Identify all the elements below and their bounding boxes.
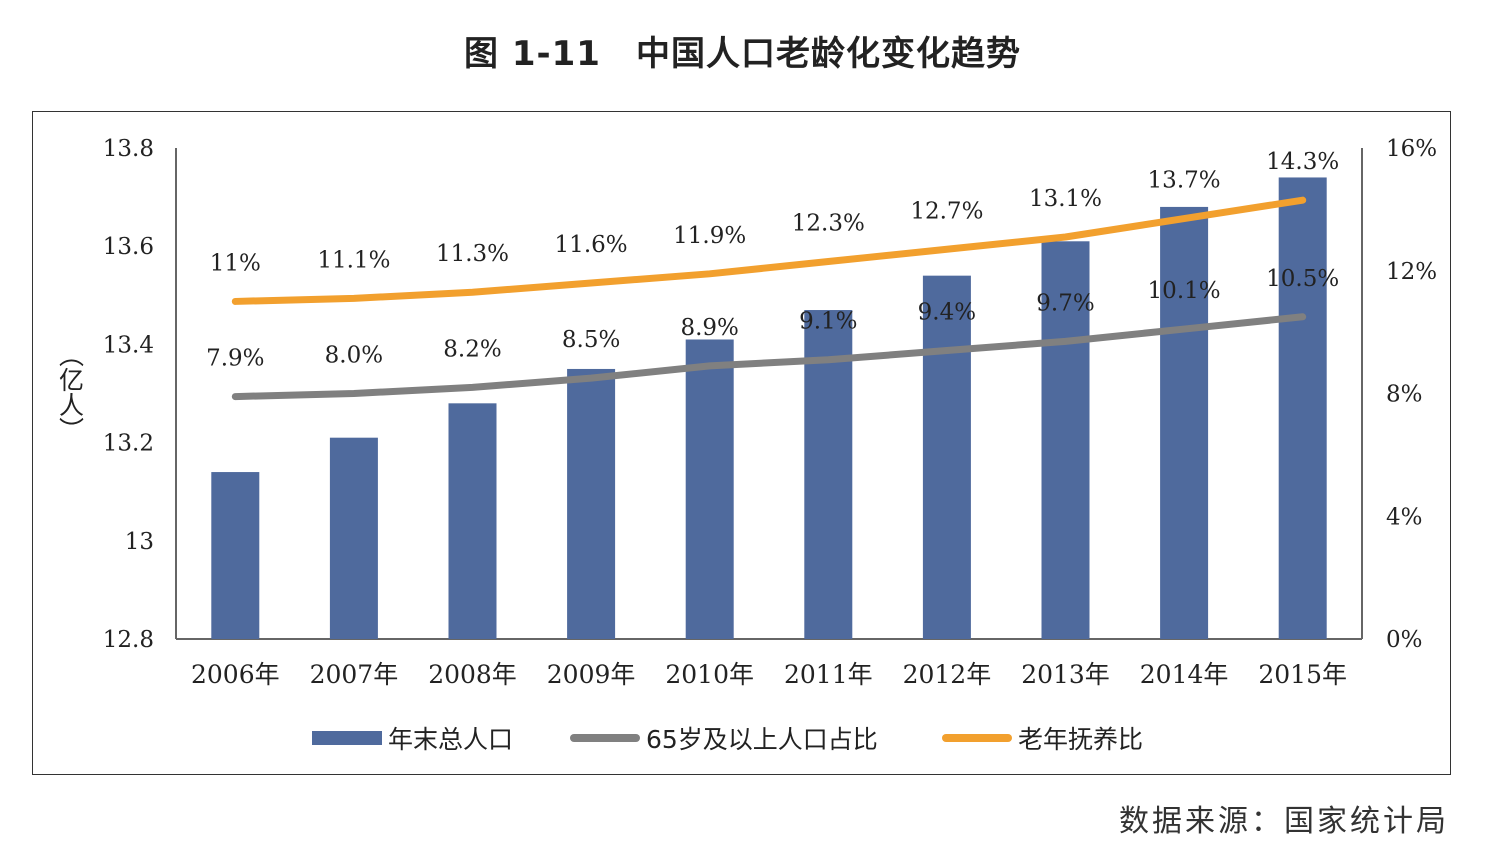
data-label-dependency: 12.3% bbox=[792, 211, 865, 237]
chart-frame bbox=[32, 111, 1451, 775]
legend-label-dependency: 老年抚养比 bbox=[1018, 725, 1144, 754]
y2-tick-label: 16% bbox=[1386, 136, 1437, 162]
legend-label-population: 年末总人口 bbox=[388, 725, 514, 754]
bar bbox=[804, 310, 853, 639]
x-tick-label: 2012年 bbox=[903, 660, 992, 689]
x-tick-label: 2015年 bbox=[1258, 660, 1347, 689]
data-label-dependency: 14.3% bbox=[1266, 149, 1339, 175]
y-tick-label: 12.8 bbox=[103, 627, 154, 653]
bar bbox=[1160, 206, 1209, 640]
legend-item-elderly-share: 65岁及以上人口占比 bbox=[570, 720, 878, 756]
bar bbox=[1278, 177, 1327, 639]
x-tick-label: 2007年 bbox=[310, 660, 399, 689]
legend-label-elderly-share: 65岁及以上人口占比 bbox=[646, 725, 878, 754]
bar bbox=[922, 275, 971, 639]
y-axis-label: （亿人） bbox=[56, 342, 85, 442]
series-line-elderly-share bbox=[231, 313, 1307, 401]
x-tick-label: 2008年 bbox=[428, 660, 517, 689]
legend-swatch-elderly-share bbox=[570, 734, 640, 742]
bar bbox=[211, 472, 260, 639]
bar bbox=[1041, 241, 1090, 640]
data-label-dependency: 13.1% bbox=[1029, 186, 1102, 212]
y-tick-label: 13.8 bbox=[103, 136, 154, 162]
x-tick-label: 2006年 bbox=[191, 660, 280, 689]
y2-tick-label: 0% bbox=[1386, 627, 1423, 653]
data-label-dependency: 11.1% bbox=[317, 247, 390, 273]
data-label-dependency: 11% bbox=[210, 250, 261, 276]
y2-tick-label: 4% bbox=[1386, 504, 1423, 530]
bar bbox=[567, 368, 616, 639]
data-label-dependency: 12.7% bbox=[910, 198, 983, 224]
data-label-dependency: 11.9% bbox=[673, 223, 746, 249]
x-tick-label: 2010年 bbox=[665, 660, 754, 689]
data-label-elderly-share: 10.1% bbox=[1148, 278, 1221, 304]
figure-title: 图 1-11 中国人口老龄化变化趋势 bbox=[464, 34, 1021, 74]
data-label-elderly-share: 8.5% bbox=[562, 327, 620, 353]
data-label-elderly-share: 9.4% bbox=[918, 300, 976, 326]
y-tick-label: 13.4 bbox=[103, 332, 154, 358]
data-label-dependency: 11.3% bbox=[436, 241, 509, 267]
bar bbox=[329, 437, 378, 639]
legend-item-dependency: 老年抚养比 bbox=[942, 720, 1143, 756]
y2-tick-label: 8% bbox=[1386, 382, 1423, 408]
y-tick-label: 13 bbox=[125, 529, 154, 555]
y2-tick-label: 12% bbox=[1386, 259, 1437, 285]
legend-swatch-population bbox=[312, 731, 382, 745]
y-tick-label: 13.2 bbox=[103, 431, 154, 457]
bar bbox=[685, 339, 734, 639]
x-tick-label: 2011年 bbox=[784, 660, 873, 689]
data-label-elderly-share: 9.7% bbox=[1036, 290, 1094, 316]
x-tick-label: 2013年 bbox=[1021, 660, 1110, 689]
x-tick-label: 2009年 bbox=[547, 660, 636, 689]
data-source: 数据来源：国家统计局 bbox=[1119, 804, 1449, 839]
data-label-elderly-share: 8.2% bbox=[443, 336, 501, 362]
data-label-dependency: 13.7% bbox=[1148, 168, 1221, 194]
data-label-elderly-share: 9.1% bbox=[799, 309, 857, 335]
legend-item-population: 年末总人口 bbox=[312, 720, 513, 756]
data-label-elderly-share: 7.9% bbox=[206, 346, 264, 372]
data-label-dependency: 11.6% bbox=[555, 232, 628, 258]
data-label-elderly-share: 8.0% bbox=[325, 343, 383, 369]
x-tick-label: 2014年 bbox=[1140, 660, 1229, 689]
series-line-dependency bbox=[231, 196, 1307, 305]
data-label-elderly-share: 10.5% bbox=[1266, 266, 1339, 292]
y-tick-label: 13.6 bbox=[103, 234, 154, 260]
data-label-elderly-share: 8.9% bbox=[680, 315, 738, 341]
bar bbox=[448, 403, 497, 639]
legend-swatch-dependency bbox=[942, 734, 1012, 742]
